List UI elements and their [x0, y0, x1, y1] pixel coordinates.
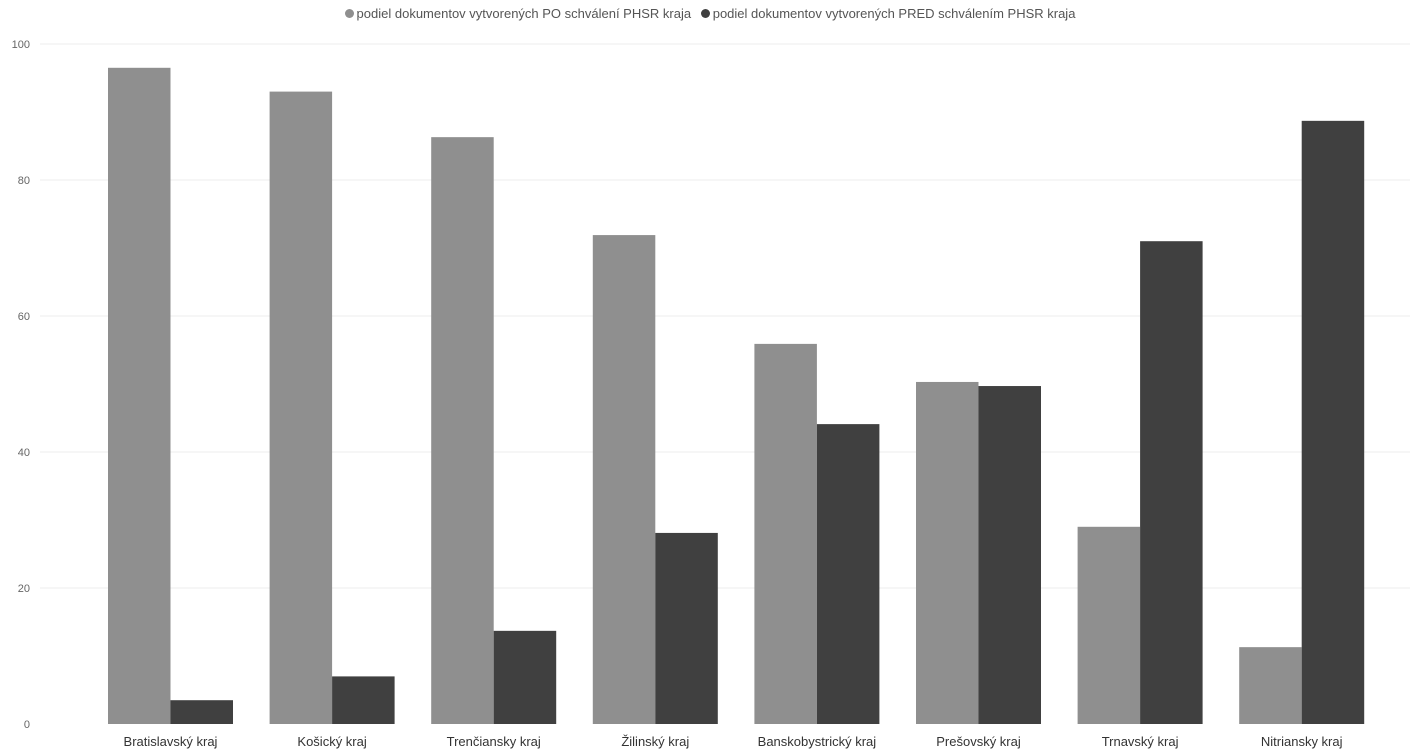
y-tick-label: 40: [18, 447, 30, 459]
bar[interactable]: [1239, 647, 1302, 724]
bar[interactable]: [1077, 526, 1141, 724]
bar[interactable]: [816, 424, 880, 724]
y-tick-label: 80: [18, 175, 30, 187]
legend-label-po: podiel dokumentov vytvorených PO schvále…: [356, 6, 692, 21]
x-tick-label: Nitriansky kraj: [1261, 734, 1343, 749]
x-tick-label: Trnavský kraj: [1102, 734, 1179, 749]
legend-label-pred: podiel dokumentov vytvorených PRED schvá…: [712, 6, 1076, 21]
x-tick-label: Žilinský kraj: [621, 734, 689, 749]
bar[interactable]: [978, 386, 1042, 724]
bar[interactable]: [493, 630, 557, 724]
bar[interactable]: [269, 91, 333, 725]
legend-marker-po: [344, 9, 354, 18]
bar[interactable]: [916, 381, 979, 724]
x-tick-label: Trenčiansky kraj: [447, 734, 541, 749]
bar[interactable]: [431, 137, 494, 724]
bar[interactable]: [108, 67, 171, 725]
bar[interactable]: [170, 700, 234, 724]
x-tick-label: Banskobystrický kraj: [758, 734, 877, 749]
legend-item-po[interactable]: podiel dokumentov vytvorených PO schvále…: [344, 6, 692, 21]
x-tick-label: Košický kraj: [297, 734, 366, 749]
bar[interactable]: [754, 343, 817, 724]
y-tick-label: 0: [24, 719, 30, 731]
x-tick-label: Prešovský kraj: [936, 734, 1021, 749]
bar[interactable]: [1301, 120, 1365, 725]
legend: podiel dokumentov vytvorených PO schvále…: [0, 6, 1420, 21]
y-tick-label: 100: [12, 39, 30, 51]
bar[interactable]: [592, 235, 656, 724]
bar[interactable]: [655, 532, 718, 724]
legend-marker-pred: [700, 9, 710, 18]
y-tick-label: 20: [18, 583, 30, 595]
x-tick-label: Bratislavský kraj: [124, 734, 218, 749]
bar[interactable]: [332, 676, 395, 724]
legend-item-pred[interactable]: podiel dokumentov vytvorených PRED schvá…: [700, 6, 1076, 21]
bar[interactable]: [1140, 241, 1203, 724]
y-tick-label: 60: [18, 311, 30, 323]
